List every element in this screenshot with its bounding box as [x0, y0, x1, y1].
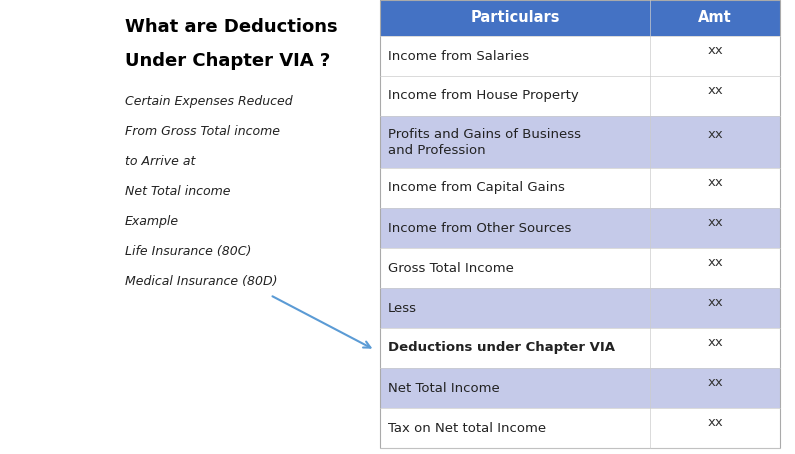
Bar: [380, 76, 650, 116]
Text: xx: xx: [707, 336, 723, 349]
Bar: [650, 116, 780, 168]
Text: Less: Less: [388, 301, 417, 315]
Text: Amt: Amt: [698, 10, 732, 25]
Bar: [650, 0, 780, 36]
Text: Profits and Gains of Business
and Profession: Profits and Gains of Business and Profes…: [388, 128, 581, 157]
Bar: [380, 288, 650, 328]
Text: Tax on Net total Income: Tax on Net total Income: [388, 421, 546, 434]
Text: Income from Other Sources: Income from Other Sources: [388, 222, 572, 235]
Bar: [650, 36, 780, 76]
Text: xx: xx: [707, 176, 723, 188]
Bar: [380, 408, 650, 448]
Text: Net Total income: Net Total income: [125, 185, 231, 198]
Bar: [380, 0, 780, 448]
Text: Life Insurance (80C): Life Insurance (80C): [125, 245, 251, 258]
Bar: [380, 248, 650, 288]
Text: Medical Insurance (80D): Medical Insurance (80D): [125, 275, 277, 288]
Text: Gross Total Income: Gross Total Income: [388, 262, 514, 275]
Bar: [650, 208, 780, 248]
Text: Income from Capital Gains: Income from Capital Gains: [388, 182, 565, 194]
Text: Net Total Income: Net Total Income: [388, 381, 500, 395]
Text: From Gross Total income: From Gross Total income: [125, 125, 280, 138]
Bar: [380, 208, 650, 248]
Text: xx: xx: [707, 296, 723, 309]
Bar: [650, 408, 780, 448]
Text: Deductions under Chapter VIA: Deductions under Chapter VIA: [388, 341, 615, 355]
Text: xx: xx: [707, 216, 723, 228]
Text: xx: xx: [707, 256, 723, 268]
Text: Example: Example: [125, 215, 179, 228]
Bar: [650, 368, 780, 408]
Bar: [380, 36, 650, 76]
Text: xx: xx: [707, 84, 723, 97]
Bar: [380, 168, 650, 208]
Text: xx: xx: [707, 415, 723, 429]
Text: xx: xx: [707, 128, 723, 141]
Bar: [650, 328, 780, 368]
Text: to Arrive at: to Arrive at: [125, 155, 196, 168]
Text: Under Chapter VIA ?: Under Chapter VIA ?: [125, 52, 330, 70]
Bar: [650, 248, 780, 288]
Text: xx: xx: [707, 375, 723, 389]
Text: What are Deductions: What are Deductions: [125, 18, 338, 36]
Bar: [380, 116, 650, 168]
Text: xx: xx: [707, 44, 723, 56]
Bar: [380, 368, 650, 408]
Bar: [380, 328, 650, 368]
Bar: [380, 0, 650, 36]
Text: Income from Salaries: Income from Salaries: [388, 49, 529, 63]
Text: Income from House Property: Income from House Property: [388, 89, 579, 103]
Bar: [650, 76, 780, 116]
Text: Certain Expenses Reduced: Certain Expenses Reduced: [125, 95, 293, 108]
Bar: [650, 168, 780, 208]
Text: Particulars: Particulars: [471, 10, 560, 25]
Bar: [650, 288, 780, 328]
